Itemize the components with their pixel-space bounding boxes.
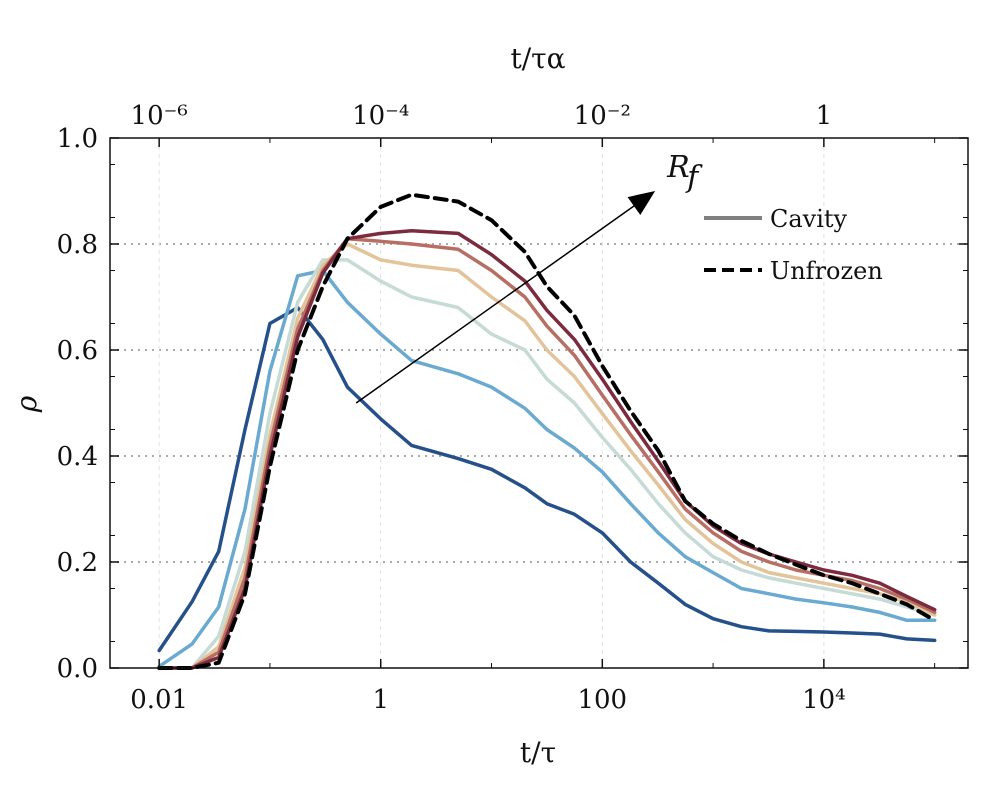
axis-ticks bbox=[110, 137, 968, 669]
legend-label-unfrozen: Unfrozen bbox=[770, 257, 883, 285]
top-x-tick-label-0: 10⁻⁶ bbox=[131, 101, 188, 131]
tick-labels: 0.0 0.2 0.4 0.6 0.8 1.0 0.01 1 100 10⁴ 10⁻⁶ 10⁻⁴ 10⁻… bbox=[57, 101, 846, 715]
rf-label-subscript: f bbox=[685, 160, 703, 195]
y-axis-title: ρ bbox=[10, 395, 43, 413]
series-cavity-line-5 bbox=[157, 229, 937, 670]
top-x-tick-label-2: 10⁻² bbox=[574, 101, 631, 131]
rf-annotation: Rf bbox=[355, 150, 703, 404]
series-layer bbox=[157, 192, 937, 670]
top-x-tick-label-3: 1 bbox=[816, 101, 833, 131]
x-tick-label-0: 0.01 bbox=[130, 685, 188, 715]
y-tick-label-2: 0.4 bbox=[57, 442, 98, 472]
rf-arrow-head bbox=[627, 191, 656, 216]
top-x-tick-label-1: 10⁻⁴ bbox=[352, 101, 409, 131]
x-axis-title: t/τ bbox=[520, 736, 556, 769]
top-x-axis-title: t/τα bbox=[510, 42, 565, 75]
y-tick-label-0: 0.0 bbox=[57, 654, 98, 684]
series-cavity-line-2 bbox=[157, 258, 937, 670]
series-cavity-line-1 bbox=[157, 268, 937, 669]
x-tick-label-1: 1 bbox=[372, 685, 389, 715]
x-tick-label-2: 100 bbox=[577, 685, 627, 715]
y-tick-label-3: 0.6 bbox=[57, 336, 98, 366]
series-cavity-line-4 bbox=[157, 236, 937, 670]
y-tick-label-5: 1.0 bbox=[57, 124, 98, 154]
legend-label-cavity: Cavity bbox=[770, 205, 848, 233]
grid-lines bbox=[110, 138, 968, 668]
series-cavity-line-0 bbox=[157, 305, 937, 653]
plot-frame bbox=[109, 137, 969, 669]
legend: Cavity Unfrozen bbox=[704, 205, 883, 285]
series-unfrozen-line bbox=[157, 192, 937, 670]
y-tick-label-1: 0.2 bbox=[57, 548, 98, 578]
rf-arrow-shaft bbox=[355, 205, 635, 404]
y-tick-label-4: 0.8 bbox=[57, 230, 98, 260]
series-cavity-line-3 bbox=[157, 242, 937, 670]
x-tick-label-3: 10⁴ bbox=[802, 685, 846, 715]
rf-label: R bbox=[666, 150, 690, 185]
